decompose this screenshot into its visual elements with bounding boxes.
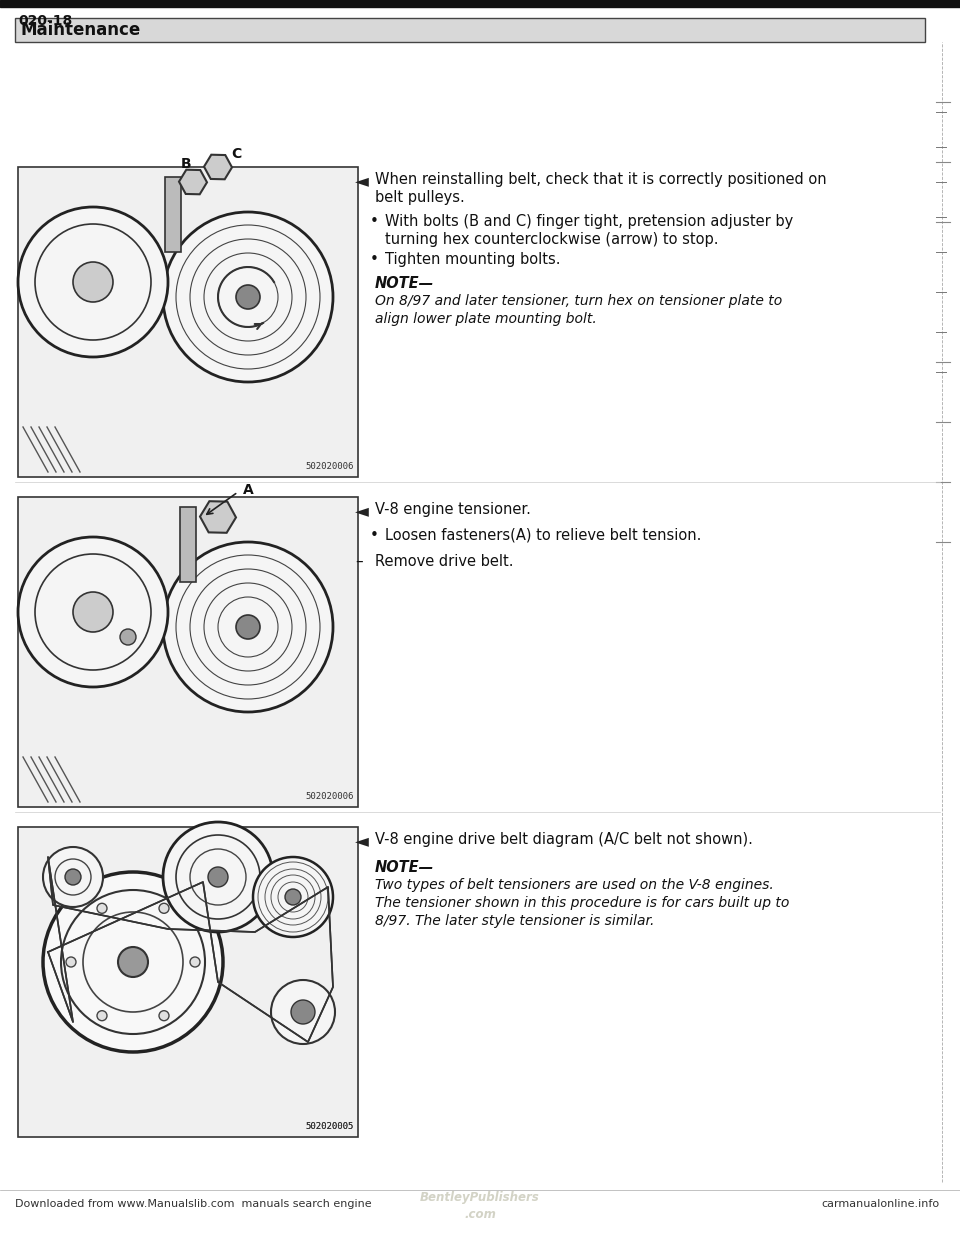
Text: •: • [370, 214, 379, 229]
Circle shape [159, 903, 169, 913]
Text: .com: .com [464, 1207, 496, 1221]
Circle shape [66, 958, 76, 968]
Text: 502020006: 502020006 [305, 792, 354, 801]
Text: On 8/97 and later tensioner, turn hex on tensioner plate to: On 8/97 and later tensioner, turn hex on… [375, 294, 782, 308]
Circle shape [120, 628, 136, 645]
Text: carmanualonline.info: carmanualonline.info [822, 1199, 940, 1208]
Circle shape [253, 857, 333, 936]
Circle shape [163, 212, 333, 383]
Text: When reinstalling belt, check that it is correctly positioned on: When reinstalling belt, check that it is… [375, 171, 827, 188]
Circle shape [159, 1011, 169, 1021]
Circle shape [97, 903, 107, 913]
Circle shape [97, 1011, 107, 1021]
Circle shape [43, 872, 223, 1052]
Circle shape [73, 262, 113, 302]
Bar [180, 507, 196, 582]
Text: BentleyPublishers: BentleyPublishers [420, 1191, 540, 1205]
Text: turning hex counterclockwise (arrow) to stop.: turning hex counterclockwise (arrow) to … [385, 232, 718, 247]
Text: ◄: ◄ [355, 832, 369, 850]
Bar [165, 178, 181, 252]
Circle shape [236, 284, 260, 309]
Circle shape [208, 867, 228, 887]
Text: Loosen fasteners(A) to relieve belt tension.: Loosen fasteners(A) to relieve belt tens… [385, 528, 702, 543]
Text: align lower plate mounting bolt.: align lower plate mounting bolt. [375, 312, 597, 325]
Text: NOTE—: NOTE— [375, 276, 434, 291]
Bar [19, 498, 357, 806]
Circle shape [118, 946, 148, 977]
Circle shape [163, 542, 333, 712]
Text: Downloaded from www.Manualslib.com  manuals search engine: Downloaded from www.Manualslib.com manua… [15, 1199, 372, 1208]
Text: ◄: ◄ [355, 502, 369, 520]
Circle shape [271, 980, 335, 1045]
Bar [18, 166, 358, 477]
Text: Tighten mounting bolts.: Tighten mounting bolts. [385, 252, 561, 267]
Text: –: – [355, 554, 363, 569]
Bar [19, 168, 357, 476]
Text: 502020006: 502020006 [305, 462, 354, 471]
Circle shape [236, 615, 260, 638]
Circle shape [285, 889, 301, 905]
Bar [18, 827, 358, 1136]
Circle shape [291, 1000, 315, 1023]
Text: C: C [231, 147, 241, 161]
Text: The tensioner shown in this procedure is for cars built up to: The tensioner shown in this procedure is… [375, 895, 789, 910]
Bar [18, 497, 358, 807]
Text: A: A [243, 483, 253, 497]
Text: V-8 engine drive belt diagram (A/C belt not shown).: V-8 engine drive belt diagram (A/C belt … [375, 832, 753, 847]
Text: ◄: ◄ [355, 171, 369, 190]
Text: •: • [370, 252, 379, 267]
Circle shape [65, 869, 81, 886]
Text: •: • [370, 528, 379, 543]
Circle shape [163, 822, 273, 932]
Text: With bolts (B and C) finger tight, pretension adjuster by: With bolts (B and C) finger tight, prete… [385, 214, 793, 229]
Text: 502020005: 502020005 [305, 1122, 354, 1131]
Text: 020-18: 020-18 [18, 14, 72, 29]
Text: 502020005: 502020005 [305, 1122, 354, 1131]
Circle shape [190, 958, 200, 968]
Text: 8/97. The later style tensioner is similar.: 8/97. The later style tensioner is simil… [375, 914, 655, 928]
Text: Remove drive belt.: Remove drive belt. [375, 554, 514, 569]
Text: Maintenance: Maintenance [20, 21, 140, 39]
Bar [0, 0, 960, 7]
Circle shape [43, 847, 103, 907]
Text: Two types of belt tensioners are used on the V-8 engines.: Two types of belt tensioners are used on… [375, 878, 774, 892]
Text: V-8 engine tensioner.: V-8 engine tensioner. [375, 502, 531, 517]
Circle shape [18, 537, 168, 687]
Text: NOTE—: NOTE— [375, 859, 434, 876]
Text: belt pulleys.: belt pulleys. [375, 190, 465, 205]
Circle shape [18, 207, 168, 356]
Bar [19, 828, 357, 1136]
Bar [15, 17, 925, 42]
Circle shape [73, 592, 113, 632]
Text: B: B [181, 156, 192, 171]
